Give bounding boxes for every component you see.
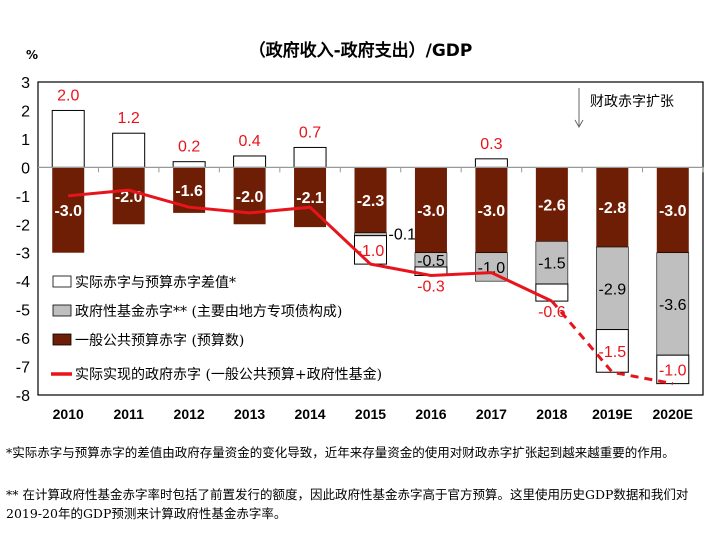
data-label-gov-fund: -2.9 xyxy=(599,281,627,298)
data-label-general-budget: -2.6 xyxy=(538,197,566,214)
y-axis-unit: % xyxy=(26,48,39,62)
bar-difference xyxy=(293,146,327,168)
bar-general-budget xyxy=(233,167,266,225)
data-label-general-budget: -2.8 xyxy=(599,200,627,217)
annotation-text: 财政赤字扩张 xyxy=(590,94,674,110)
legend-swatch xyxy=(52,304,72,317)
y-tick-label: -5 xyxy=(16,303,30,320)
footnote-2: ** 在计算政府性基金赤字率时包括了前置发行的额度，因此政府性基金赤字高于官方预… xyxy=(6,487,689,521)
data-label-general-budget: -3.0 xyxy=(54,203,82,220)
data-label-difference: 0.4 xyxy=(238,133,260,150)
series-line-actual-deficit xyxy=(68,188,553,303)
y-tick-label: 0 xyxy=(21,160,30,177)
legend-swatch xyxy=(52,333,72,346)
data-label-general-budget: -2.3 xyxy=(357,193,385,210)
bar-gov-fund xyxy=(656,252,690,356)
plot-frame xyxy=(37,81,704,396)
x-tick-label: 2012 xyxy=(174,406,205,422)
y-tick-label: -3 xyxy=(16,246,30,263)
data-label-difference: -1.5 xyxy=(599,344,627,361)
y-tick-label: 2 xyxy=(21,103,30,120)
data-label-difference: 1.2 xyxy=(118,110,140,127)
data-label-difference: -0.3 xyxy=(417,278,445,295)
x-tick-label: 2015 xyxy=(355,406,386,422)
bar-general-budget xyxy=(656,167,689,253)
bar-general-budget xyxy=(52,167,85,253)
data-label-difference: 0.7 xyxy=(299,124,321,141)
x-tick-label: 2010 xyxy=(53,406,84,422)
bar-difference xyxy=(474,158,508,168)
bar-difference xyxy=(656,354,690,385)
legend-label: 一般公共预算赤字 (预算数) xyxy=(75,333,244,349)
data-label-general-budget: -3.0 xyxy=(417,203,445,220)
bar-general-budget xyxy=(354,167,387,233)
bar-gov-fund xyxy=(535,241,569,285)
bar-difference xyxy=(354,235,387,265)
data-label-general-budget: -3.0 xyxy=(659,203,687,220)
series-line-actual-deficit-forecast xyxy=(550,300,674,386)
x-tick-label: 2013 xyxy=(234,406,265,422)
data-label-general-budget: -1.6 xyxy=(175,183,203,200)
x-tick-label: 2017 xyxy=(476,406,507,422)
arrow-head-icon xyxy=(574,119,584,129)
data-label-general-budget: -2.0 xyxy=(236,189,264,206)
x-tick-label: 2014 xyxy=(294,406,325,422)
y-tick-label: -7 xyxy=(16,360,30,377)
bar-difference xyxy=(51,109,85,168)
y-tick-label: -2 xyxy=(16,217,30,234)
x-tick-label: 2019E xyxy=(592,406,632,422)
data-label-gov-fund: -0.5 xyxy=(417,253,445,270)
legend-label: 政府性基金赤字** (主要由地方专项债构成) xyxy=(75,303,342,320)
y-tick-label: -1 xyxy=(16,189,30,206)
data-label-difference: -1.0 xyxy=(357,243,385,260)
legend-swatch xyxy=(52,275,72,288)
bar-general-budget xyxy=(414,167,447,253)
bar-difference xyxy=(233,155,267,168)
y-tick-label: -4 xyxy=(16,274,30,291)
footnote-1: *实际赤字与预算赤字的差值由政府存量资金的变化导致，近年来存量资金的使用对财政赤… xyxy=(6,445,675,460)
data-label-gov-fund: -1.5 xyxy=(538,256,566,273)
data-label-difference: 0.3 xyxy=(480,136,502,153)
bar-difference xyxy=(112,132,146,168)
data-label-gov-fund: -0.1 xyxy=(389,227,417,244)
data-label-general-budget: -2.1 xyxy=(296,190,324,207)
y-tick-label: -6 xyxy=(16,331,30,348)
data-label-gov-fund: -3.6 xyxy=(659,297,687,314)
chart-title: （政府收入-政府支出）/GDP xyxy=(248,41,473,61)
x-tick-label: 2018 xyxy=(536,406,567,422)
y-tick-label: 3 xyxy=(21,75,30,92)
y-tick-label: 1 xyxy=(21,132,30,149)
data-label-difference: 0.2 xyxy=(178,139,200,156)
bar-general-budget xyxy=(112,167,145,225)
y-tick-label: -8 xyxy=(16,388,30,405)
legend-label: 实际赤字与预算赤字差值* xyxy=(75,275,236,291)
x-tick-label: 2020E xyxy=(653,406,693,422)
data-label-difference: -1.0 xyxy=(659,362,687,379)
data-label-general-budget: -3.0 xyxy=(478,203,506,220)
data-label-difference: -0.6 xyxy=(538,304,566,321)
bar-general-budget xyxy=(475,167,508,253)
data-label-difference: 2.0 xyxy=(57,87,79,104)
bar-difference xyxy=(172,161,206,168)
bar-difference xyxy=(535,283,569,302)
legend-label: 实际实现的政府赤字 (一般公共预算+政府性基金) xyxy=(75,366,382,383)
bar-difference xyxy=(595,329,629,373)
x-tick-label: 2016 xyxy=(415,406,446,422)
bar-gov-fund xyxy=(596,246,629,330)
bar-general-budget xyxy=(596,167,629,248)
bar-general-budget xyxy=(535,167,568,242)
chart: 3 2 1 0 -1 -2 -3 -4 -5 -6 -7 -8 -3.0 2.0 2010 -2.0 1.2 20… xyxy=(16,75,704,422)
x-tick-label: 2011 xyxy=(113,406,144,422)
